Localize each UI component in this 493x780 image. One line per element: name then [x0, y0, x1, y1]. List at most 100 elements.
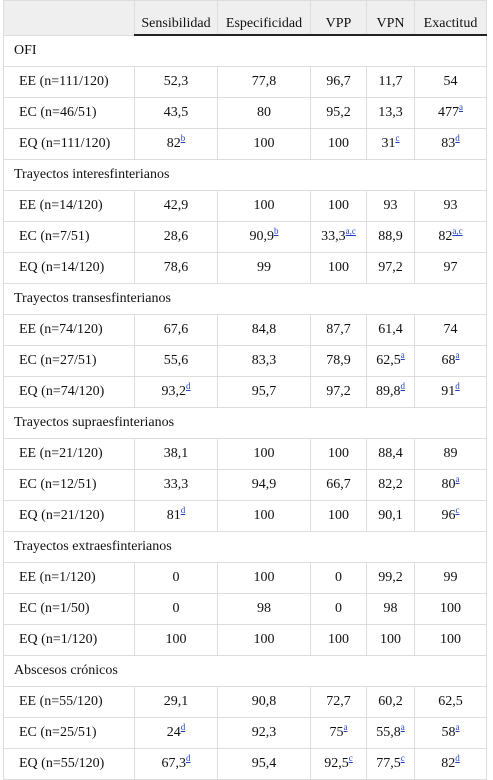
cell: 42,9 — [134, 190, 218, 222]
footnote: d — [181, 720, 186, 733]
footnote: a — [456, 348, 460, 361]
cell: 100 — [217, 500, 311, 532]
cell: 93,2d — [134, 376, 218, 408]
section-title: Trayectos interesfinterianos — [3, 159, 487, 191]
cell: 0 — [310, 562, 367, 594]
cell-value: 24 — [166, 725, 181, 740]
footnote-link[interactable]: c — [455, 505, 460, 516]
cell: 93 — [366, 190, 415, 222]
cell: 24d — [134, 717, 218, 749]
footnote-link[interactable]: d — [180, 505, 186, 516]
row-label: EQ (n=1/120) — [3, 624, 135, 656]
cell: 100 — [217, 190, 311, 222]
footnote: a — [456, 720, 460, 733]
cell: 100 — [310, 252, 367, 284]
footnote: a — [344, 720, 348, 733]
data-row: EE (n=111/120) 52,3 77,8 96,7 11,7 54 — [3, 66, 487, 98]
footnote-link[interactable]: a,c — [345, 226, 356, 237]
cell-value: 75 — [329, 725, 344, 740]
row-label: EC (n=7/51) — [3, 221, 135, 253]
data-row: EE (n=1/120) 0 100 0 99,2 99 — [3, 562, 487, 594]
footnote-link[interactable]: a,c — [452, 226, 463, 237]
footnote-link[interactable]: a — [455, 722, 460, 733]
footnote-link[interactable]: d — [186, 753, 191, 764]
data-row: EC (n=25/51) 24d 92,3 75a 55,8a 58a — [3, 717, 487, 749]
cell-value: 67,3 — [161, 756, 187, 771]
footnote: d — [455, 379, 460, 392]
cell: 92,3 — [217, 717, 311, 749]
row-label: EQ (n=21/120) — [3, 500, 135, 532]
cell: 88,9 — [366, 221, 415, 253]
cell: 0 — [134, 593, 218, 625]
footnote-link[interactable]: a — [455, 350, 460, 361]
data-row: EC (n=7/51) 28,6 90,9b 33,3a,c 88,9 82a,c — [3, 221, 487, 253]
data-row: EE (n=55/120) 29,1 90,8 72,7 60,2 62,5 — [3, 686, 487, 718]
footnote: d — [181, 503, 186, 516]
row-label: EQ (n=55/120) — [3, 748, 135, 780]
cell: 0 — [310, 593, 367, 625]
section-title: OFI — [3, 34, 487, 67]
footnote-link[interactable]: d — [455, 753, 460, 764]
section-title: Abscesos crónicos — [3, 655, 487, 687]
cell: 90,1 — [366, 500, 415, 532]
data-row: EE (n=21/120) 38,1 100 100 88,4 89 — [3, 438, 487, 470]
cell: 11,7 — [366, 66, 415, 98]
footnote-link[interactable]: d — [455, 381, 460, 392]
footnote-link[interactable]: c — [348, 753, 353, 764]
data-row: EQ (n=1/120) 100 100 100 100 100 — [3, 624, 487, 656]
cell-value: 33,3 — [321, 229, 346, 244]
row-label: EC (n=25/51) — [3, 717, 135, 749]
cell: 97,2 — [366, 252, 415, 284]
cell: 43,5 — [134, 97, 218, 129]
cell: 100 — [217, 562, 311, 594]
footnote-link[interactable]: b — [180, 133, 186, 144]
footnote-link[interactable]: d — [180, 722, 186, 733]
footnote-link[interactable]: b — [274, 226, 279, 237]
row-label: EC (n=1/50) — [3, 593, 135, 625]
column-header: Especificidad — [217, 0, 311, 36]
cell-value: 80 — [441, 477, 456, 492]
cell: 100 — [310, 190, 367, 222]
cell: 100 — [310, 500, 367, 532]
cell: 477a — [414, 97, 487, 129]
footnote-link[interactable]: a — [455, 474, 460, 485]
cell: 81d — [134, 500, 218, 532]
cell: 100 — [310, 128, 367, 160]
cell: 33,3a,c — [310, 221, 367, 253]
cell-value: 91 — [441, 384, 456, 399]
footnote-link[interactable]: c — [395, 133, 400, 144]
footnote-link[interactable]: d — [455, 133, 460, 144]
data-row: EC (n=27/51) 55,6 83,3 78,9 62,5a 68a — [3, 345, 487, 377]
table-body: OFI EE (n=111/120) 52,3 77,8 96,7 11,7 54 EC (n… — [3, 34, 487, 780]
cell: 55,8a — [366, 717, 415, 749]
footnote: d — [401, 379, 406, 392]
footnote-link[interactable]: d — [400, 381, 406, 392]
cell: 100 — [217, 128, 311, 160]
cell: 100 — [134, 624, 218, 656]
footnote-link[interactable]: a — [343, 722, 348, 733]
footnote-link[interactable]: d — [186, 381, 191, 392]
cell-value: 96 — [441, 508, 456, 523]
footnote: d — [186, 379, 191, 392]
section-title: Trayectos supraesfinterianos — [3, 407, 487, 439]
footnote-link[interactable]: a — [459, 102, 463, 113]
footnote-link[interactable]: c — [400, 753, 405, 764]
cell: 82a,c — [414, 221, 487, 253]
cell-value: 55,8 — [376, 725, 401, 740]
header-row: Sensibilidad Especificidad VPP VPN Exactitud — [3, 0, 487, 36]
data-row: EQ (n=111/120) 82b 100 100 31c 83d — [3, 128, 487, 160]
row-label: EE (n=14/120) — [3, 190, 135, 222]
cell: 62,5a — [366, 345, 415, 377]
footnote: b — [274, 224, 279, 237]
cell-value: 77,5 — [376, 756, 401, 771]
cell: 92,5c — [310, 748, 367, 780]
cell-value: 83 — [441, 136, 456, 151]
footnote-link[interactable]: a — [400, 350, 405, 361]
footnote-link[interactable]: a — [400, 722, 405, 733]
cell: 78,9 — [310, 345, 367, 377]
cell: 84,8 — [217, 314, 311, 346]
row-label: EC (n=12/51) — [3, 469, 135, 501]
cell: 0 — [134, 562, 218, 594]
cell: 82,2 — [366, 469, 415, 501]
cell: 95,7 — [217, 376, 311, 408]
